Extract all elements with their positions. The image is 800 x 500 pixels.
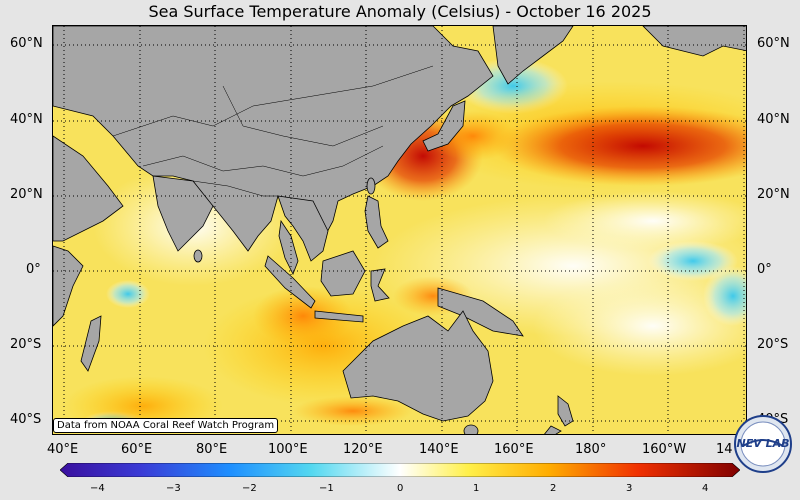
colorbar-tick-minus1: −1	[319, 483, 334, 494]
africa-landmass	[53, 245, 84, 327]
lat-label-left-0: 0°	[26, 262, 41, 277]
java	[314, 310, 364, 323]
lon-label-140w-partial: 14	[716, 442, 733, 457]
lon-label-60e: 60°E	[121, 442, 153, 457]
map-title: Sea Surface Temperature Anomaly (Celsius…	[148, 2, 652, 21]
kamchatka	[492, 26, 574, 85]
data-credit: Data from NOAA Coral Reef Watch Program	[53, 418, 279, 433]
colorbar-tick-minus3: −3	[166, 483, 181, 494]
colorbar-tick-0: 0	[397, 483, 404, 494]
lon-label-120e: 120°E	[343, 442, 383, 457]
sri-lanka	[193, 249, 203, 263]
sulawesi	[370, 268, 390, 302]
lon-label-140e: 140°E	[419, 442, 459, 457]
new-guinea	[437, 287, 524, 337]
alaska-landmass	[642, 26, 746, 57]
lat-label-right-20s: 20°S	[757, 337, 789, 352]
malay-peninsula	[278, 219, 299, 275]
lat-label-left-20n: 20°N	[10, 187, 43, 202]
colorbar-tick-2: 2	[550, 483, 557, 494]
colorbar-tick-minus2: −2	[242, 483, 257, 494]
logo-text: NEV LAB	[737, 437, 790, 450]
lab-logo-icon: NEV LAB	[734, 415, 792, 473]
madagascar	[80, 315, 102, 372]
new-zealand	[557, 395, 574, 427]
lon-label-180: 180°	[575, 442, 607, 457]
lon-label-160w: 160°W	[642, 442, 687, 457]
new-zealand-south	[544, 425, 562, 434]
taiwan	[366, 177, 376, 195]
country-borders	[112, 65, 434, 197]
indochina	[277, 195, 329, 262]
lon-label-100e: 100°E	[268, 442, 308, 457]
india-subcontinent	[152, 175, 214, 252]
lat-label-left-60n: 60°N	[10, 36, 43, 51]
graticule	[53, 26, 746, 434]
arabia-landmass	[53, 135, 124, 242]
lat-label-left-40s: 40°S	[10, 412, 42, 427]
lat-label-left-20s: 20°S	[10, 337, 42, 352]
lon-label-40e: 40°E	[47, 442, 79, 457]
land-masses	[53, 26, 746, 434]
lat-label-right-40n: 40°N	[757, 112, 790, 127]
colorbar-tick-4: 4	[702, 483, 709, 494]
map-canvas	[53, 26, 746, 434]
australia-landmass	[342, 310, 494, 422]
colorbar-tick-3: 3	[626, 483, 633, 494]
sumatra	[264, 255, 316, 309]
colorbar-tick-minus4: −4	[90, 483, 105, 494]
lab-logo: NEV LAB	[733, 414, 793, 474]
japan	[422, 100, 466, 152]
lat-label-right-0: 0°	[757, 262, 772, 277]
colorbar-tick-1: 1	[473, 483, 480, 494]
lat-label-left-40n: 40°N	[10, 112, 43, 127]
lat-label-right-60n: 60°N	[757, 36, 790, 51]
colorbar-graphic	[59, 462, 741, 478]
tasmania	[463, 424, 479, 434]
borneo	[320, 250, 366, 297]
colorbar	[59, 462, 741, 478]
sst-anomaly-map	[52, 25, 747, 435]
lon-label-80e: 80°E	[196, 442, 228, 457]
lon-label-160e: 160°E	[494, 442, 534, 457]
lat-label-right-20n: 20°N	[757, 187, 790, 202]
